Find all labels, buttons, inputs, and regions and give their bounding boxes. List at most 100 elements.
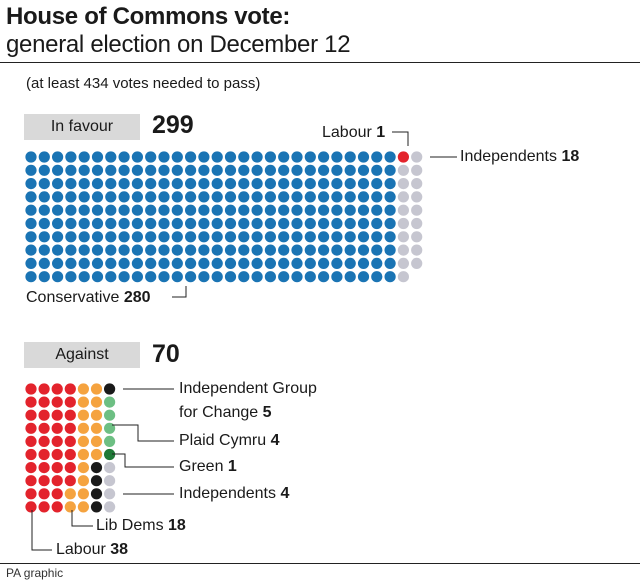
dot-favour-conservative bbox=[344, 191, 356, 203]
dot-favour-conservative bbox=[38, 217, 50, 230]
dot-favour-conservative bbox=[78, 151, 90, 163]
dot-favour-conservative bbox=[291, 217, 303, 230]
dot-favour-conservative bbox=[291, 178, 303, 190]
dot-against-lib-dems bbox=[90, 383, 103, 395]
dot-favour-conservative bbox=[384, 271, 396, 283]
dot-against-lib-dems bbox=[77, 422, 89, 434]
dot-favour-conservative bbox=[145, 178, 157, 190]
dot-favour-conservative bbox=[357, 164, 370, 176]
dot-against-lib-dems bbox=[77, 409, 89, 421]
dot-against-labour bbox=[64, 435, 76, 447]
dot-against-labour bbox=[51, 462, 63, 474]
dot-against-labour bbox=[25, 396, 37, 408]
dot-favour-conservative bbox=[211, 164, 223, 176]
dot-favour-conservative bbox=[145, 217, 157, 230]
dot-favour-conservative bbox=[171, 191, 183, 203]
dot-favour-conservative bbox=[91, 231, 104, 243]
dot-against-labour bbox=[64, 448, 76, 461]
dot-favour-conservative bbox=[145, 231, 157, 243]
dot-favour-conservative bbox=[78, 204, 90, 216]
dot-favour-conservative bbox=[131, 231, 143, 243]
dot-favour-conservative bbox=[224, 217, 237, 230]
dot-favour-conservative bbox=[65, 204, 77, 216]
dot-favour-conservative bbox=[198, 204, 210, 216]
dot-against-labour bbox=[51, 475, 63, 487]
dot-favour-conservative bbox=[145, 204, 157, 216]
dot-favour-conservative bbox=[238, 271, 250, 283]
dot-favour-conservative bbox=[384, 217, 396, 230]
dot-favour-independents bbox=[397, 204, 409, 216]
dot-against-lib-dems bbox=[77, 396, 89, 408]
dot-against-labour bbox=[64, 396, 76, 408]
dot-against-labour bbox=[25, 448, 37, 461]
dot-favour-conservative bbox=[171, 164, 183, 176]
dot-favour-conservative bbox=[131, 191, 143, 203]
dot-favour-conservative bbox=[371, 231, 383, 243]
dot-favour-conservative bbox=[278, 257, 290, 269]
dot-favour-conservative bbox=[52, 204, 64, 216]
dot-against-labour bbox=[38, 475, 50, 487]
dot-favour-conservative bbox=[318, 257, 330, 269]
dot-against-labour bbox=[51, 501, 63, 513]
dot-favour-conservative bbox=[38, 191, 50, 203]
dot-against-labour bbox=[64, 409, 76, 421]
dot-favour-conservative bbox=[331, 257, 343, 269]
label-favour-labour: Labour 1 bbox=[322, 124, 386, 141]
dot-favour-conservative bbox=[264, 244, 276, 256]
dot-favour-conservative bbox=[304, 164, 316, 176]
dot-favour-conservative bbox=[264, 231, 276, 243]
dot-favour-conservative bbox=[238, 164, 250, 176]
dot-favour-conservative bbox=[331, 191, 343, 203]
dot-favour-conservative bbox=[78, 178, 90, 190]
dot-favour-conservative bbox=[91, 244, 104, 256]
dot-favour-conservative bbox=[25, 178, 37, 190]
dot-favour-conservative bbox=[384, 164, 396, 176]
dot-favour-conservative bbox=[304, 217, 316, 230]
dot-against-independent-group-for-change bbox=[104, 383, 116, 395]
dot-favour-conservative bbox=[251, 217, 263, 230]
dot-favour-conservative bbox=[357, 191, 370, 203]
dot-favour-conservative bbox=[185, 178, 197, 190]
dot-favour-conservative bbox=[318, 204, 330, 216]
dot-favour-conservative bbox=[238, 244, 250, 256]
dot-favour-conservative bbox=[291, 151, 303, 163]
dot-favour-conservative bbox=[198, 217, 210, 230]
dot-favour-conservative bbox=[52, 244, 64, 256]
dot-favour-conservative bbox=[91, 191, 104, 203]
dot-favour-independents bbox=[411, 151, 423, 163]
dot-favour-conservative bbox=[238, 257, 250, 269]
dot-favour-conservative bbox=[384, 204, 396, 216]
dot-favour-conservative bbox=[185, 244, 197, 256]
dot-favour-conservative bbox=[25, 164, 37, 176]
dot-favour-conservative bbox=[291, 164, 303, 176]
dot-favour-conservative bbox=[211, 257, 223, 269]
dot-favour-conservative bbox=[91, 271, 104, 283]
dot-against-lib-dems bbox=[90, 422, 103, 434]
dot-favour-conservative bbox=[158, 244, 170, 256]
dot-favour-conservative bbox=[331, 271, 343, 283]
dot-favour-conservative bbox=[304, 231, 316, 243]
dot-favour-conservative bbox=[131, 204, 143, 216]
dot-favour-conservative bbox=[52, 191, 64, 203]
dot-favour-conservative bbox=[331, 204, 343, 216]
dot-favour-conservative bbox=[198, 244, 210, 256]
dot-favour-conservative bbox=[198, 178, 210, 190]
dot-against-independent-group-for-change bbox=[90, 488, 103, 500]
dot-favour-conservative bbox=[118, 178, 130, 190]
dot-favour-conservative bbox=[65, 257, 77, 269]
dot-favour-conservative bbox=[331, 244, 343, 256]
dot-against-lib-dems bbox=[77, 435, 89, 447]
dot-favour-conservative bbox=[52, 217, 64, 230]
dot-against-lib-dems bbox=[90, 396, 103, 408]
dot-favour-conservative bbox=[65, 178, 77, 190]
dot-favour-conservative bbox=[304, 178, 316, 190]
dot-favour-conservative bbox=[224, 271, 237, 283]
dot-favour-independents bbox=[397, 191, 409, 203]
dot-favour-conservative bbox=[344, 178, 356, 190]
dot-favour-conservative bbox=[158, 178, 170, 190]
against-badge: Against bbox=[24, 342, 140, 368]
dot-favour-independents bbox=[397, 244, 409, 256]
dot-favour-conservative bbox=[357, 231, 370, 243]
dot-favour-conservative bbox=[118, 271, 130, 283]
